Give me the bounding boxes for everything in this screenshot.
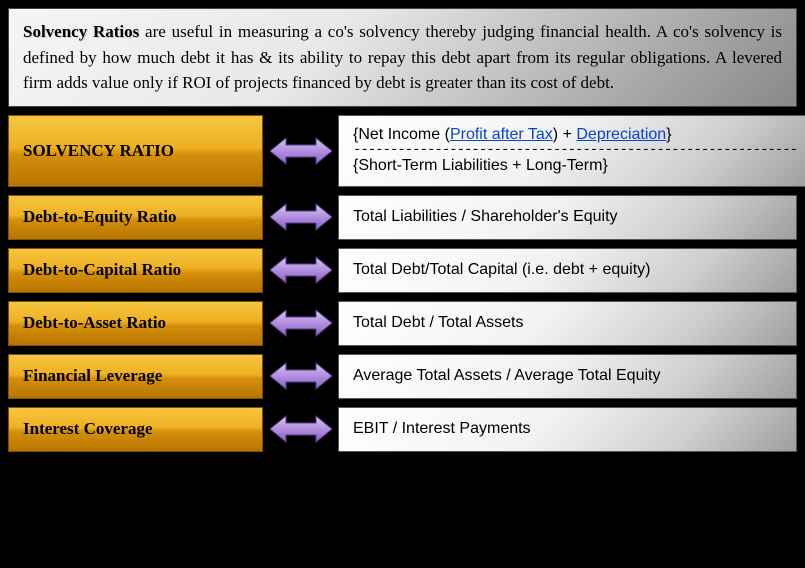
formula-text: Total Debt / Total Assets: [353, 314, 782, 332]
ratio-label: Debt-to-Asset Ratio: [8, 301, 263, 346]
ratio-row: SOLVENCY RATIO {Net Income (Profit after…: [8, 115, 797, 187]
ratio-row: Debt-to-Equity Ratio Total Liabilities /…: [8, 195, 797, 240]
ratio-list: SOLVENCY RATIO {Net Income (Profit after…: [0, 115, 805, 452]
profit-after-tax-link[interactable]: Profit after Tax: [450, 126, 553, 143]
ratio-label: Interest Coverage: [8, 407, 263, 452]
ratio-label-text: Interest Coverage: [23, 419, 153, 439]
ratio-label-text: Debt-to-Asset Ratio: [23, 313, 166, 333]
formula-text: Total Debt/Total Capital (i.e. debt + eq…: [353, 261, 782, 279]
ratio-formula: {Net Income (Profit after Tax) + Depreci…: [338, 115, 805, 187]
ratio-row: Financial Leverage Average Total Assets …: [8, 354, 797, 399]
ratio-formula: Average Total Assets / Average Total Equ…: [338, 354, 797, 399]
ratio-label-text: Debt-to-Equity Ratio: [23, 207, 176, 227]
ratio-formula: Total Debt / Total Assets: [338, 301, 797, 346]
double-arrow-icon: [263, 248, 338, 293]
formula-text: Total Liabilities / Shareholder's Equity: [353, 208, 782, 226]
ratio-row: Interest Coverage EBIT / Interest Paymen…: [8, 407, 797, 452]
formula-divider: ----------------------------------------…: [353, 144, 797, 157]
ratio-formula: Total Debt/Total Capital (i.e. debt + eq…: [338, 248, 797, 293]
ratio-formula: EBIT / Interest Payments: [338, 407, 797, 452]
ratio-formula: Total Liabilities / Shareholder's Equity: [338, 195, 797, 240]
ratio-row: Debt-to-Asset Ratio Total Debt / Total A…: [8, 301, 797, 346]
ratio-label: Financial Leverage: [8, 354, 263, 399]
double-arrow-icon: [263, 301, 338, 346]
formula-text: EBIT / Interest Payments: [353, 420, 782, 438]
ratio-label: Debt-to-Capital Ratio: [8, 248, 263, 293]
ratio-row: Debt-to-Capital Ratio Total Debt/Total C…: [8, 248, 797, 293]
intro-paragraph: Solvency Ratios are useful in measuring …: [8, 8, 797, 107]
depreciation-link[interactable]: Depreciation: [576, 126, 666, 143]
double-arrow-icon: [263, 354, 338, 399]
double-arrow-icon: [263, 407, 338, 452]
ratio-label-text: SOLVENCY RATIO: [23, 141, 174, 161]
ratio-label: SOLVENCY RATIO: [8, 115, 263, 187]
formula-text: Average Total Assets / Average Total Equ…: [353, 367, 782, 385]
formula-denominator: {Short-Term Liabilities + Long-Term}: [353, 157, 797, 175]
ratio-label-text: Financial Leverage: [23, 366, 162, 386]
intro-title: Solvency Ratios: [23, 22, 139, 41]
double-arrow-icon: [263, 195, 338, 240]
ratio-label-text: Debt-to-Capital Ratio: [23, 260, 181, 280]
ratio-label: Debt-to-Equity Ratio: [8, 195, 263, 240]
double-arrow-icon: [263, 115, 338, 187]
